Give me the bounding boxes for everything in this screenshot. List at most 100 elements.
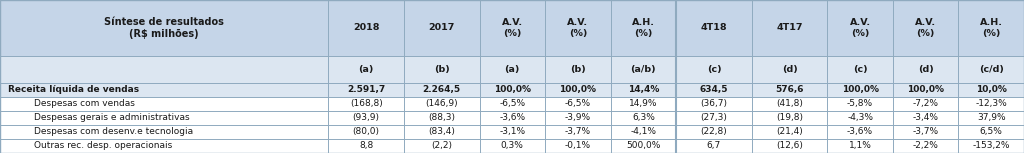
- Bar: [827, 125, 893, 139]
- Bar: [893, 139, 958, 153]
- Bar: [752, 111, 827, 125]
- Bar: [403, 83, 479, 97]
- Bar: [676, 56, 752, 83]
- Text: -5,8%: -5,8%: [847, 99, 873, 108]
- Bar: [0, 83, 329, 97]
- Bar: [676, 97, 752, 111]
- Text: Despesas gerais e administrativas: Despesas gerais e administrativas: [34, 113, 189, 122]
- Bar: [893, 83, 958, 97]
- Text: (36,7): (36,7): [700, 99, 727, 108]
- Text: (41,8): (41,8): [776, 99, 803, 108]
- Bar: [827, 56, 893, 83]
- Text: (80,0): (80,0): [352, 127, 380, 136]
- Bar: [0, 111, 329, 125]
- Text: (146,9): (146,9): [425, 99, 458, 108]
- Text: (a): (a): [505, 65, 520, 74]
- Text: -4,3%: -4,3%: [847, 113, 873, 122]
- Bar: [827, 139, 893, 153]
- Text: 100,0%: 100,0%: [494, 85, 530, 94]
- Text: -3,4%: -3,4%: [912, 113, 939, 122]
- Text: Receita líquida de vendas: Receita líquida de vendas: [8, 85, 139, 94]
- Bar: [479, 56, 545, 83]
- Text: -4,1%: -4,1%: [631, 127, 656, 136]
- Bar: [893, 97, 958, 111]
- Text: -3,7%: -3,7%: [565, 127, 591, 136]
- Bar: [752, 97, 827, 111]
- Text: 4T17: 4T17: [776, 23, 803, 32]
- Text: 100,0%: 100,0%: [907, 85, 944, 94]
- Text: 1,1%: 1,1%: [849, 142, 871, 150]
- Bar: [329, 111, 403, 125]
- Bar: [752, 83, 827, 97]
- Text: (b): (b): [570, 65, 586, 74]
- Bar: [479, 125, 545, 139]
- Bar: [827, 83, 893, 97]
- Text: -6,5%: -6,5%: [565, 99, 591, 108]
- Bar: [545, 125, 610, 139]
- Text: (c/d): (c/d): [979, 65, 1004, 74]
- Text: (c): (c): [853, 65, 867, 74]
- Text: (83,4): (83,4): [428, 127, 455, 136]
- Text: -0,1%: -0,1%: [565, 142, 591, 150]
- Bar: [0, 0, 329, 56]
- Bar: [676, 111, 752, 125]
- Text: (d): (d): [918, 65, 934, 74]
- Bar: [479, 0, 545, 56]
- Text: 10,0%: 10,0%: [976, 85, 1007, 94]
- Text: 100,0%: 100,0%: [559, 85, 596, 94]
- Bar: [610, 111, 676, 125]
- Text: 8,8: 8,8: [359, 142, 374, 150]
- Text: 2.591,7: 2.591,7: [347, 85, 385, 94]
- Text: 500,0%: 500,0%: [627, 142, 660, 150]
- Text: 6,7: 6,7: [707, 142, 721, 150]
- Bar: [893, 111, 958, 125]
- Text: 576,6: 576,6: [775, 85, 804, 94]
- Text: -2,2%: -2,2%: [912, 142, 939, 150]
- Bar: [958, 0, 1024, 56]
- Bar: [329, 83, 403, 97]
- Text: (22,8): (22,8): [700, 127, 727, 136]
- Text: 634,5: 634,5: [699, 85, 728, 94]
- Bar: [329, 97, 403, 111]
- Bar: [610, 56, 676, 83]
- Text: -7,2%: -7,2%: [912, 99, 939, 108]
- Text: (a): (a): [358, 65, 374, 74]
- Bar: [958, 97, 1024, 111]
- Bar: [893, 125, 958, 139]
- Bar: [958, 111, 1024, 125]
- Bar: [676, 0, 752, 56]
- Bar: [958, 125, 1024, 139]
- Text: -3,6%: -3,6%: [847, 127, 873, 136]
- Bar: [403, 56, 479, 83]
- Text: -153,2%: -153,2%: [973, 142, 1010, 150]
- Bar: [545, 139, 610, 153]
- Text: 2018: 2018: [353, 23, 379, 32]
- Text: (21,4): (21,4): [776, 127, 803, 136]
- Bar: [610, 125, 676, 139]
- Bar: [545, 0, 610, 56]
- Text: Síntese de resultados
(R$ milhões): Síntese de resultados (R$ milhões): [104, 17, 224, 39]
- Bar: [893, 0, 958, 56]
- Text: (c): (c): [707, 65, 721, 74]
- Text: -3,7%: -3,7%: [912, 127, 939, 136]
- Bar: [0, 97, 329, 111]
- Text: (93,9): (93,9): [352, 113, 380, 122]
- Text: -3,6%: -3,6%: [500, 113, 525, 122]
- Text: A.H.
(%): A.H. (%): [632, 18, 655, 38]
- Text: (27,3): (27,3): [700, 113, 727, 122]
- Text: 2017: 2017: [428, 23, 455, 32]
- Bar: [545, 111, 610, 125]
- Bar: [0, 56, 329, 83]
- Bar: [403, 0, 479, 56]
- Text: (19,8): (19,8): [776, 113, 803, 122]
- Text: A.H.
(%): A.H. (%): [980, 18, 1002, 38]
- Bar: [479, 139, 545, 153]
- Text: A.V.
(%): A.V. (%): [850, 18, 870, 38]
- Bar: [676, 139, 752, 153]
- Text: 2.264,5: 2.264,5: [423, 85, 461, 94]
- Bar: [610, 139, 676, 153]
- Bar: [545, 97, 610, 111]
- Bar: [610, 0, 676, 56]
- Bar: [827, 97, 893, 111]
- Text: (b): (b): [434, 65, 450, 74]
